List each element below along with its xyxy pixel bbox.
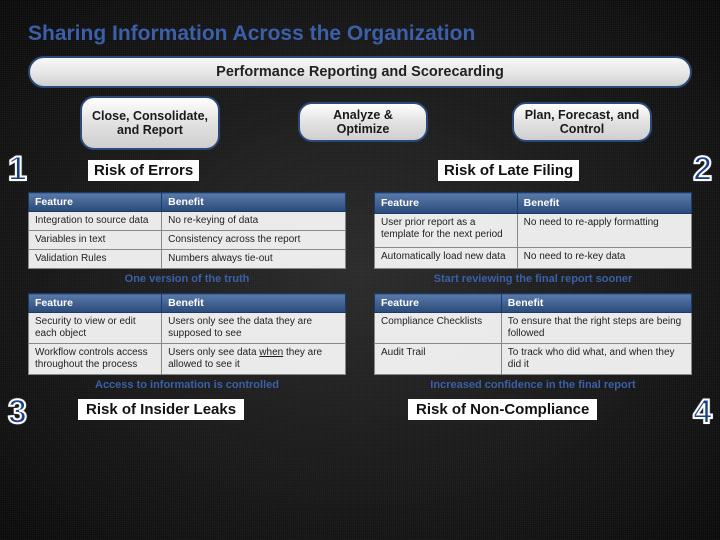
- bottom-captions: Access to information is controlled Incr…: [28, 379, 692, 391]
- pill-close: Close, Consolidate, and Report: [80, 96, 220, 150]
- col-feature: Feature: [375, 294, 502, 313]
- banner: Performance Reporting and Scorecarding: [28, 56, 692, 88]
- table-row: User prior report as a template for the …: [375, 213, 692, 247]
- bottom-risk-row: 3 Risk of Insider Leaks Risk of Non-Comp…: [28, 399, 692, 429]
- table-row: Integration to source dataNo re-keying o…: [29, 212, 346, 231]
- badge-1: 1: [8, 152, 27, 186]
- table-row: Audit TrailTo track who did what, and wh…: [375, 344, 692, 375]
- table-row: Compliance ChecklistsTo ensure that the …: [375, 313, 692, 344]
- caption-access-controlled: Access to information is controlled: [28, 379, 346, 391]
- risk-insider: Risk of Insider Leaks: [78, 399, 244, 420]
- badge-2: 2: [693, 152, 712, 186]
- col-benefit: Benefit: [517, 193, 691, 214]
- col-benefit: Benefit: [501, 294, 691, 313]
- table-errors: Feature Benefit Integration to source da…: [28, 192, 346, 269]
- table-late-filing: Feature Benefit User prior report as a t…: [374, 192, 692, 269]
- risk-header-row: 1 Risk of Errors Risk of Late Filing 2: [28, 160, 692, 188]
- table-insider: Feature Benefit Security to view or edit…: [28, 293, 346, 375]
- risk-noncompliance: Risk of Non-Compliance: [408, 399, 597, 420]
- caption-confidence: Increased confidence in the final report: [374, 379, 692, 391]
- col-feature: Feature: [375, 193, 518, 214]
- col-benefit: Benefit: [162, 294, 346, 313]
- slide-title: Sharing Information Across the Organizat…: [28, 22, 692, 46]
- table-compliance: Feature Benefit Compliance ChecklistsTo …: [374, 293, 692, 375]
- caption-one-version: One version of the truth: [28, 273, 346, 285]
- pill-analyze: Analyze & Optimize: [298, 102, 428, 142]
- top-tables: Feature Benefit Integration to source da…: [28, 192, 692, 269]
- badge-3: 3: [8, 395, 27, 429]
- badge-4: 4: [693, 395, 712, 429]
- col-benefit: Benefit: [162, 193, 346, 212]
- col-feature: Feature: [29, 294, 162, 313]
- top-captions: One version of the truth Start reviewing…: [28, 273, 692, 285]
- pill-plan: Plan, Forecast, and Control: [512, 102, 652, 142]
- risk-late-filing: Risk of Late Filing: [438, 160, 579, 181]
- risk-errors: Risk of Errors: [88, 160, 199, 181]
- pill-row: Close, Consolidate, and Report Analyze &…: [28, 96, 692, 154]
- table-row: Workflow controls access throughout the …: [29, 344, 346, 375]
- table-row: Validation RulesNumbers always tie-out: [29, 250, 346, 269]
- benefit-when: Users only see data when they are allowe…: [162, 344, 346, 375]
- table-row: Automatically load new dataNo need to re…: [375, 248, 692, 269]
- table-row: Variables in textConsistency across the …: [29, 231, 346, 250]
- caption-start-review: Start reviewing the final report sooner: [374, 273, 692, 285]
- table-row: Security to view or edit each objectUser…: [29, 313, 346, 344]
- col-feature: Feature: [29, 193, 162, 212]
- bottom-tables: Feature Benefit Security to view or edit…: [28, 293, 692, 375]
